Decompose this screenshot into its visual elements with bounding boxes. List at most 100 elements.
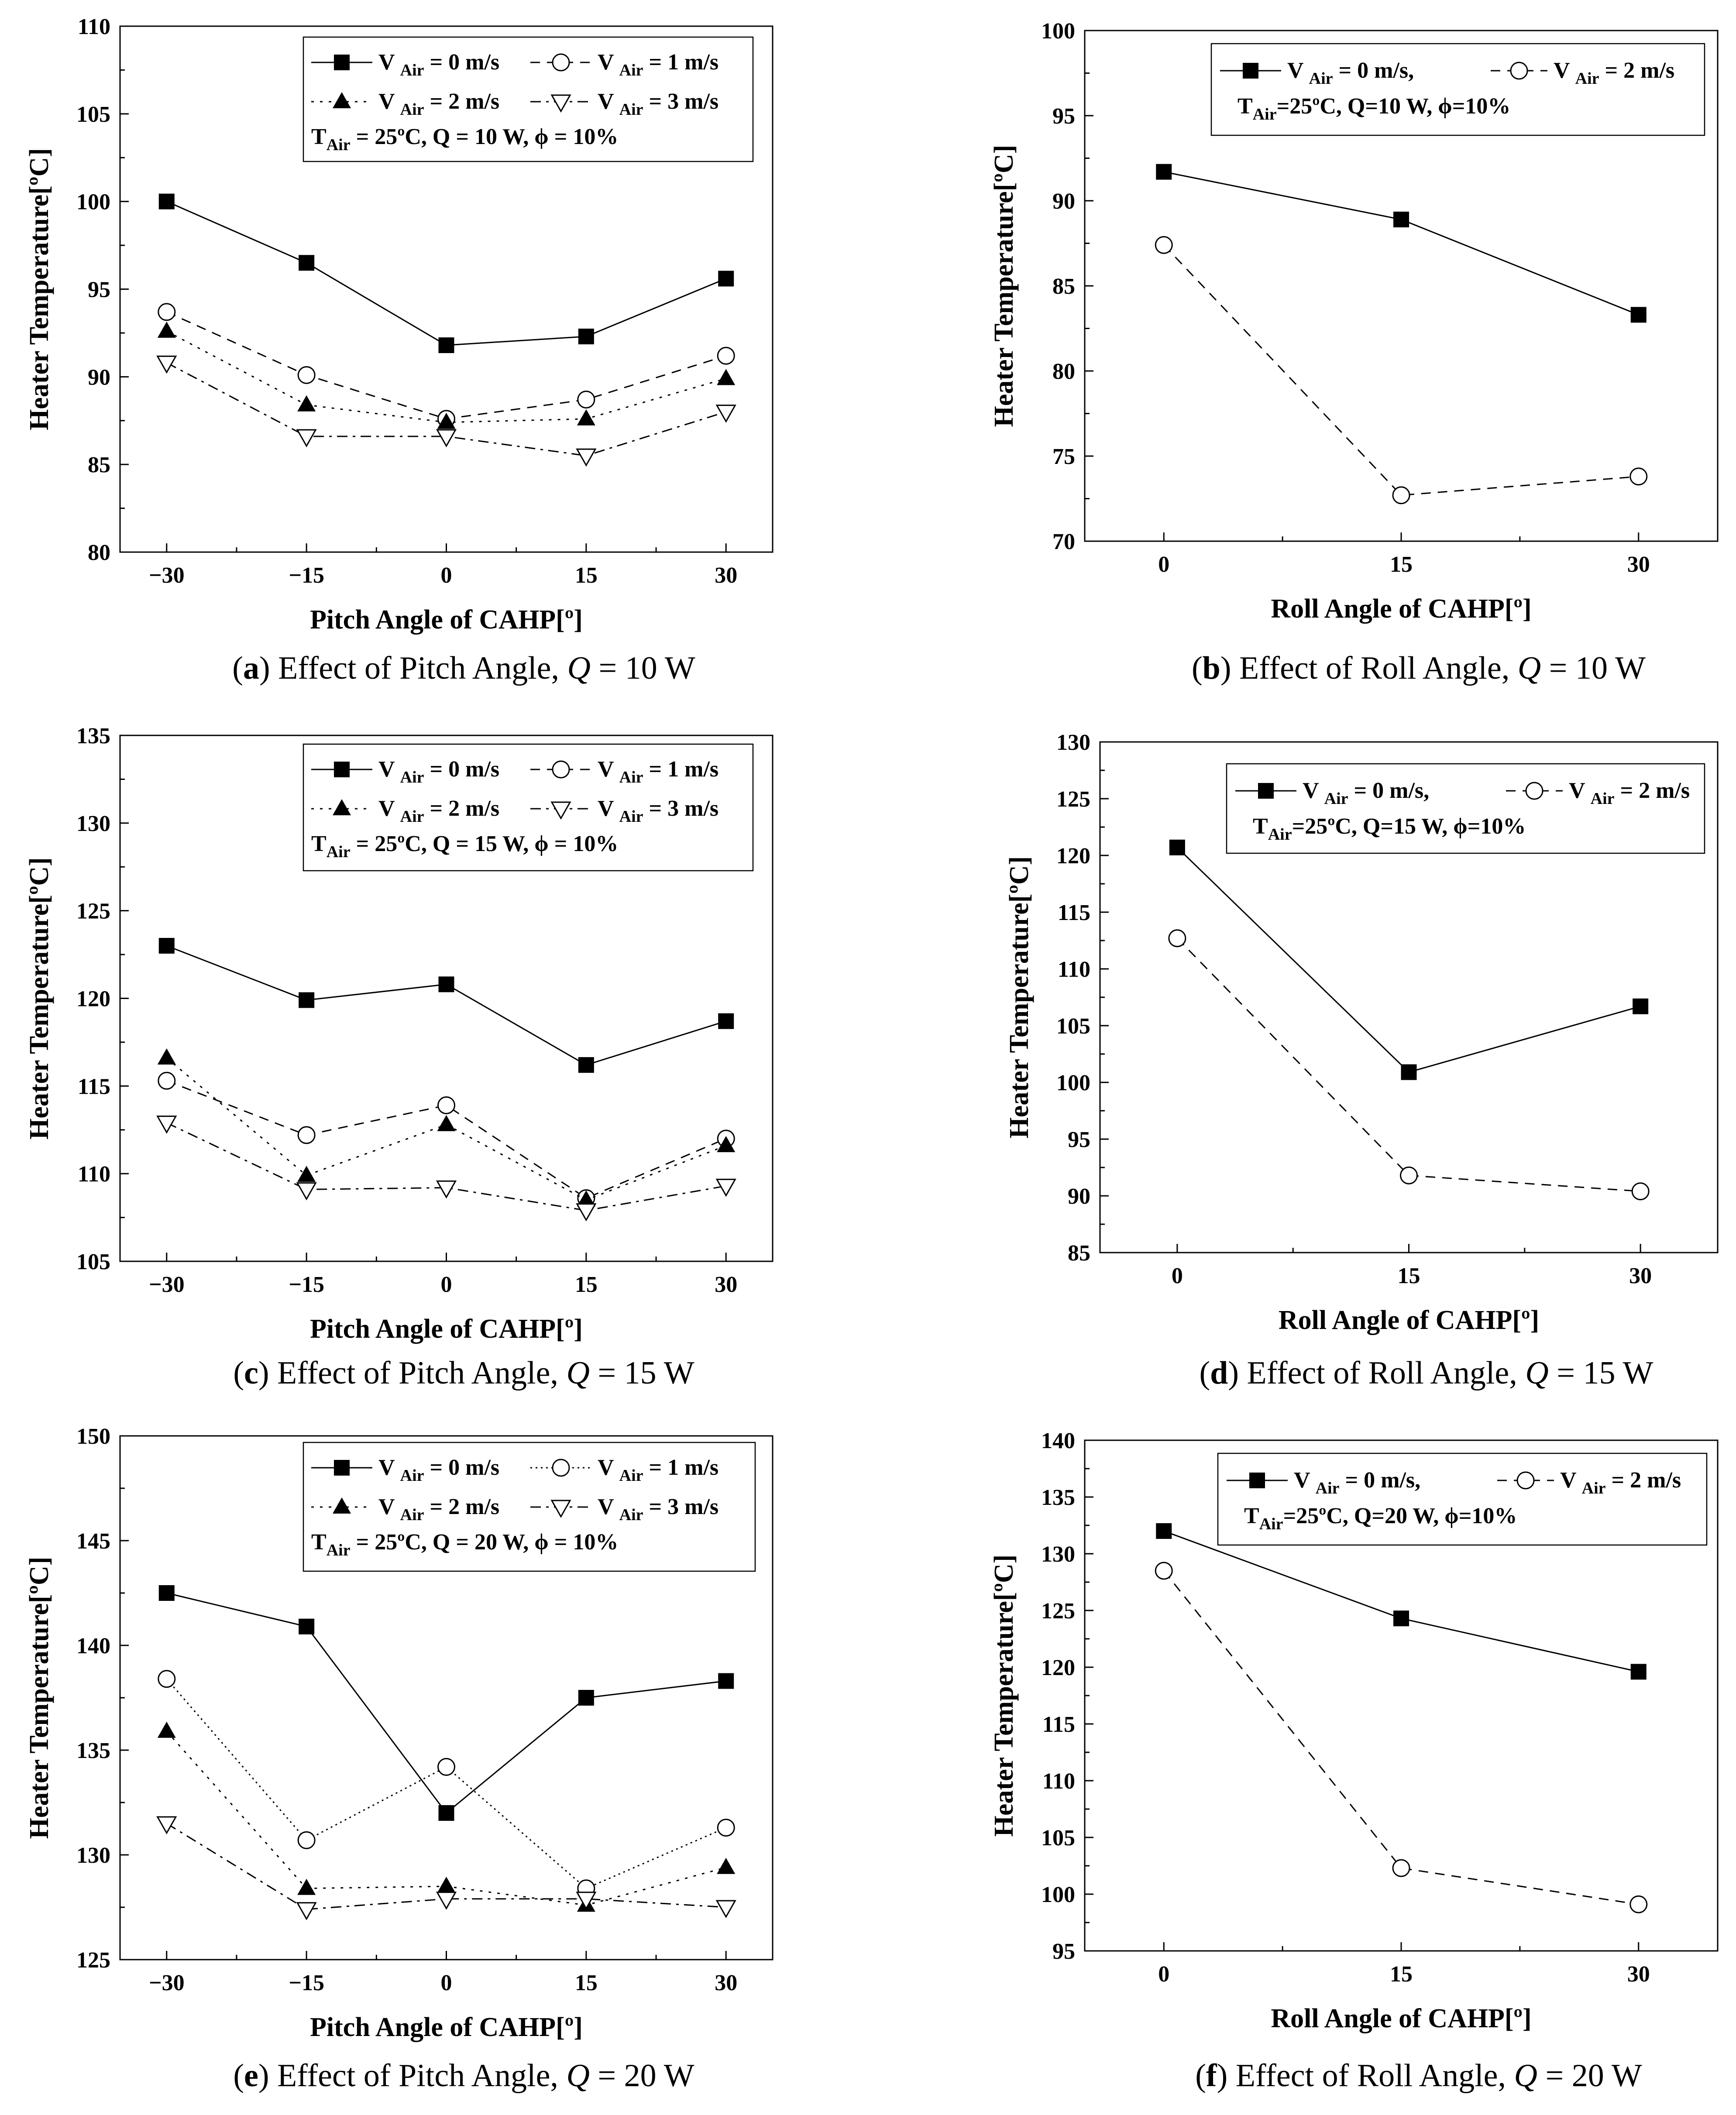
legend-marker: [334, 1460, 350, 1476]
legend-label: V Air = 3 m/s: [598, 89, 718, 119]
y-tick-label: 135: [76, 724, 110, 748]
data-point: [717, 1857, 736, 1874]
x-tick-label: 15: [575, 1971, 598, 1995]
y-tick-label: 75: [1052, 444, 1075, 469]
legend-label: V Air = 2 m/s: [378, 796, 499, 826]
y-tick-label: 85: [1068, 1241, 1090, 1266]
chart-panel-a: 80 85 90 95 100 105 110 −30 −15 0 15 30 Pitch Angle …: [24, 14, 773, 686]
y-axis-label: Heater Temperature[ºC]: [989, 1555, 1019, 1837]
x-tick-label: −30: [149, 563, 185, 588]
y-tick-label: 105: [1056, 1014, 1090, 1039]
legend-label: V Air = 1 m/s: [598, 1455, 718, 1485]
y-axis-label: Heater Temperature[ºC]: [989, 145, 1019, 427]
y-tick-label: 110: [1042, 1769, 1075, 1794]
data-point: [437, 1096, 455, 1115]
y-tick-label: 90: [1068, 1184, 1090, 1209]
data-point: [158, 1670, 176, 1688]
x-tick-label: 0: [1158, 552, 1169, 577]
x-tick-label: 0: [1158, 1962, 1169, 1987]
legend-box: [1217, 1452, 1708, 1546]
data-point: [717, 1136, 736, 1152]
series-line-2: [1163, 244, 1639, 496]
data-point: [299, 1618, 315, 1634]
legend: V Air = 0 m/s, V Air = 2 m/s TAir=25ºC, Q=…: [1210, 43, 1705, 136]
legend-label: V Air = 0 m/s: [378, 50, 499, 79]
chart-panel-f: 95 100 105 110 115 120 125 130 135 140 0 15 30 Roll A…: [989, 1428, 1719, 2094]
y-tick-label: 140: [76, 1634, 110, 1658]
x-tick-label: −15: [289, 563, 324, 588]
data-point: [437, 1115, 456, 1131]
x-tick-label: 15: [575, 563, 598, 588]
legend: V Air = 0 m/s V Air = 1 m/s V Air = 2 m/s V…: [303, 36, 754, 162]
y-tick-label: 125: [76, 899, 110, 924]
legend-box: [303, 1442, 756, 1572]
data-point: [296, 429, 317, 447]
data-point: [156, 1116, 177, 1134]
data-point: [296, 1182, 317, 1201]
y-tick-label: 95: [88, 278, 110, 302]
legend-label: V Air = 0 m/s,: [1294, 1468, 1420, 1497]
data-point: [157, 1721, 176, 1738]
x-tick-label: 15: [1390, 552, 1413, 577]
data-point: [436, 1180, 457, 1199]
data-point: [1631, 1182, 1650, 1201]
data-point: [297, 1831, 316, 1849]
x-tick-label: −30: [149, 1971, 185, 1995]
data-point: [715, 1900, 736, 1919]
y-tick-label: 80: [1052, 359, 1075, 384]
legend-marker: [550, 1500, 571, 1518]
series-line-1: [166, 1592, 726, 1814]
data-point: [1156, 1523, 1172, 1539]
data-point: [157, 321, 176, 338]
legend-marker: [552, 760, 570, 779]
data-point: [297, 1878, 316, 1895]
y-axis-label: Heater Temperature[ºC]: [24, 1557, 54, 1839]
data-point: [1169, 839, 1185, 855]
data-point: [156, 355, 177, 374]
legend: V Air = 0 m/s, V Air = 2 m/s TAir=25ºC, Q=…: [1226, 763, 1705, 854]
x-axis-label: Roll Angle of CAHP[º]: [1271, 2004, 1531, 2033]
legend-marker: [1249, 1473, 1265, 1488]
data-point: [297, 1166, 316, 1182]
legend-condition: TAir = 25ºC, Q = 10 W, ϕ = 10%: [311, 124, 618, 154]
data-point: [297, 1126, 316, 1144]
y-tick-label: 100: [1056, 1071, 1090, 1095]
legend-marker: [1516, 1471, 1535, 1490]
legend-label: V Air = 2 m/s: [378, 1494, 499, 1524]
legend: V Air = 0 m/s V Air = 1 m/s V Air = 2 m/s V…: [303, 743, 754, 872]
y-tick-label: 100: [1041, 1882, 1075, 1907]
data-point: [1168, 929, 1186, 948]
data-point: [1155, 236, 1173, 254]
subfigure-caption: (d) Effect of Roll Angle, Q = 15 W: [1200, 1355, 1653, 1391]
x-tick-label: 30: [715, 1971, 737, 1995]
series-line-2: [166, 311, 726, 420]
legend-box: [1210, 43, 1705, 136]
series-line-2: [1176, 937, 1641, 1192]
x-tick-label: −15: [289, 1272, 324, 1297]
legend-marker: [552, 1459, 570, 1477]
x-axis-label: Pitch Angle of CAHP[º]: [310, 1314, 583, 1344]
legend-marker: [550, 94, 571, 113]
x-tick-label: 30: [1629, 1264, 1652, 1288]
data-point: [158, 303, 176, 321]
data-point: [1392, 486, 1410, 505]
y-tick-label: 90: [88, 365, 110, 390]
data-point: [438, 1805, 454, 1821]
y-tick-label: 135: [76, 1738, 110, 1763]
x-axis-label: Roll Angle of CAHP[º]: [1271, 594, 1531, 624]
y-tick-label: 105: [76, 102, 110, 127]
data-point: [297, 395, 316, 412]
data-point: [578, 328, 594, 344]
legend-marker: [1510, 62, 1528, 80]
legend-marker: [334, 55, 350, 70]
legend-marker: [550, 801, 571, 820]
data-point: [1155, 1562, 1173, 1580]
data-point: [576, 1892, 597, 1910]
data-point: [577, 409, 595, 426]
x-tick-label: −30: [149, 1272, 185, 1297]
y-tick-label: 120: [1041, 1655, 1075, 1680]
y-tick-label: 145: [76, 1529, 110, 1554]
series-line-2: [166, 1678, 726, 1889]
legend-label: V Air = 2 m/s: [1554, 58, 1674, 88]
